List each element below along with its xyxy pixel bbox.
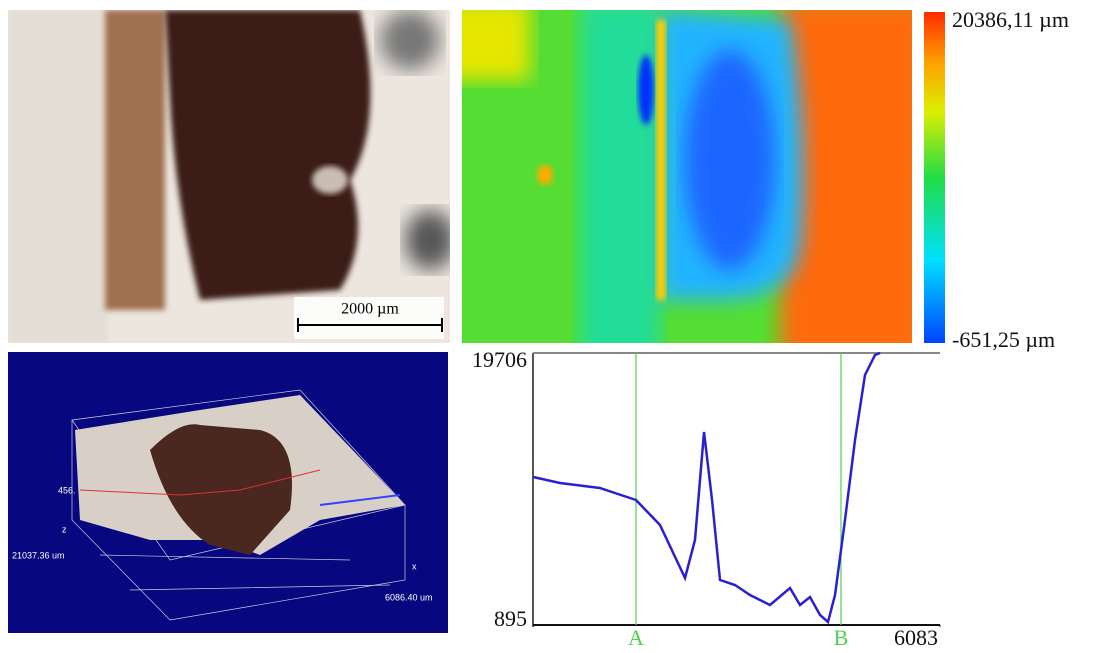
depth-label: 21037.36 um: [12, 550, 65, 560]
colorbar-max-label: 20386,11 µm: [952, 7, 1069, 32]
profile-line: [532, 351, 881, 625]
scale-bar-label: 2000 µm: [341, 301, 399, 318]
x-tick-label: 6083: [894, 625, 938, 648]
y-tick-label: 19706: [472, 347, 527, 372]
y-tick-label: 895: [494, 606, 527, 631]
colorbar: [924, 12, 945, 343]
marker-label: B: [834, 625, 849, 648]
width-label: 6086.40 um: [385, 592, 433, 602]
view-3d: 456. z 21037.36 um x 6086.40 um: [8, 352, 448, 633]
height-map: [462, 10, 912, 343]
colorbar-min-label: -651,25 µm: [952, 327, 1055, 352]
z-axis-label: z: [62, 524, 67, 534]
photo: [8, 10, 450, 343]
marker-label: A: [628, 625, 644, 648]
x-axis-label: x: [412, 561, 417, 571]
profile-chart: 895 19706 6083 A B: [472, 347, 941, 650]
z-value-label: 456.: [58, 485, 76, 495]
